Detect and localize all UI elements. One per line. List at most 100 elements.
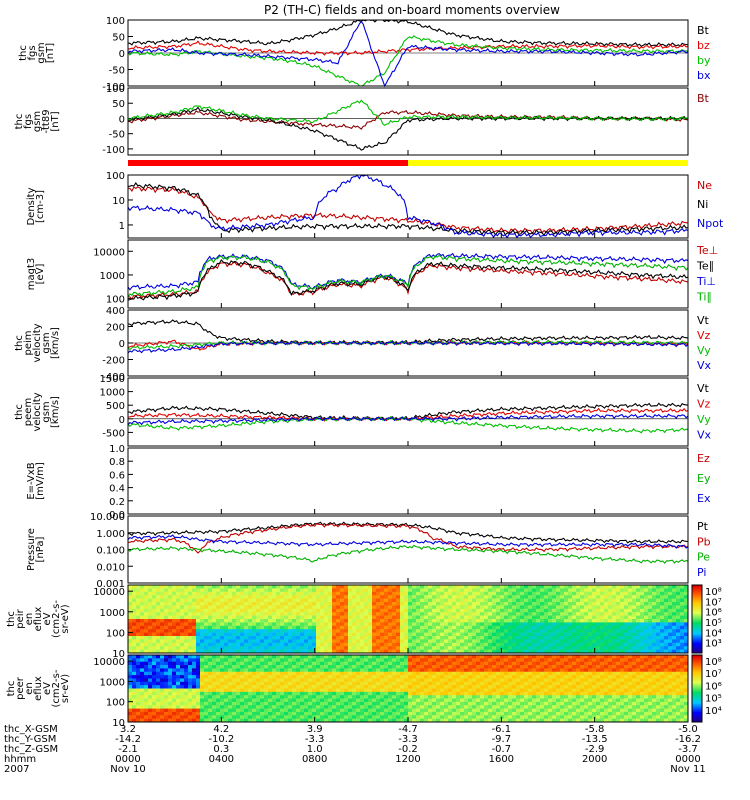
heatmap-cell bbox=[144, 695, 148, 699]
heatmap-cell bbox=[184, 675, 188, 679]
heatmap-cell bbox=[180, 602, 184, 606]
heatmap-cell bbox=[612, 629, 616, 633]
heatmap-cell bbox=[384, 639, 388, 643]
heatmap-cell bbox=[196, 605, 200, 609]
heatmap-cell bbox=[420, 678, 424, 682]
heatmap-cell bbox=[172, 643, 176, 647]
heatmap-cell bbox=[148, 675, 152, 679]
heatmap-cell bbox=[376, 639, 380, 643]
heatmap-cell bbox=[308, 668, 312, 672]
heatmap-cell bbox=[660, 646, 664, 650]
heatmap-cell bbox=[344, 612, 348, 616]
heatmap-cell bbox=[364, 665, 368, 669]
heatmap-cell bbox=[460, 636, 464, 640]
heatmap-cell bbox=[176, 655, 180, 659]
heatmap-cell bbox=[392, 672, 396, 676]
heatmap-cell bbox=[676, 605, 680, 609]
heatmap-cell bbox=[128, 702, 132, 706]
heatmap-cell bbox=[144, 692, 148, 696]
heatmap-cell bbox=[604, 626, 608, 630]
heatmap-cell bbox=[320, 658, 324, 662]
heatmap-cell bbox=[608, 639, 612, 643]
heatmap-cell bbox=[680, 622, 684, 626]
heatmap-cell bbox=[296, 592, 300, 596]
heatmap-cell bbox=[592, 619, 596, 623]
heatmap-cell bbox=[264, 678, 268, 682]
heatmap-cell bbox=[240, 585, 244, 589]
heatmap-cell bbox=[292, 702, 296, 706]
heatmap-cell bbox=[516, 609, 520, 613]
heatmap-cell bbox=[488, 626, 492, 630]
heatmap-cell bbox=[504, 609, 508, 613]
heatmap-cell bbox=[136, 595, 140, 599]
heatmap-cell bbox=[224, 636, 228, 640]
heatmap-cell bbox=[368, 709, 372, 713]
heatmap-cell bbox=[288, 678, 292, 682]
heatmap-cell bbox=[680, 612, 684, 616]
heatmap-cell bbox=[400, 643, 404, 647]
heatmap-cell bbox=[644, 619, 648, 623]
heatmap-cell bbox=[344, 655, 348, 659]
heatmap-cell bbox=[312, 699, 316, 703]
heatmap-cell bbox=[296, 619, 300, 623]
heatmap-cell bbox=[332, 658, 336, 662]
heatmap-cell bbox=[404, 619, 408, 623]
heatmap-cell bbox=[448, 665, 452, 669]
heatmap-cell bbox=[344, 636, 348, 640]
heatmap-cell bbox=[276, 612, 280, 616]
heatmap-cell bbox=[216, 626, 220, 630]
heatmap-cell bbox=[640, 585, 644, 589]
heatmap-cell bbox=[644, 599, 648, 603]
heatmap-cell bbox=[200, 643, 204, 647]
heatmap-cell bbox=[436, 715, 440, 719]
heatmap-cell bbox=[320, 616, 324, 620]
heatmap-cell bbox=[312, 602, 316, 606]
heatmap-cell bbox=[508, 616, 512, 620]
heatmap-cell bbox=[188, 639, 192, 643]
heatmap-cell bbox=[380, 602, 384, 606]
heatmap-cell bbox=[332, 592, 336, 596]
heatmap-cell bbox=[272, 662, 276, 666]
heatmap-cell bbox=[176, 588, 180, 592]
heatmap-cell bbox=[272, 702, 276, 706]
heatmap-cell bbox=[472, 592, 476, 596]
heatmap-cell bbox=[444, 626, 448, 630]
heatmap-cell bbox=[528, 633, 532, 637]
heatmap-cell bbox=[416, 692, 420, 696]
heatmap-cell bbox=[408, 636, 412, 640]
heatmap-cell bbox=[180, 643, 184, 647]
heatmap-cell bbox=[128, 636, 132, 640]
heatmap-cell bbox=[364, 715, 368, 719]
heatmap-cell bbox=[372, 668, 376, 672]
heatmap-cell bbox=[524, 619, 528, 623]
heatmap-cell bbox=[216, 702, 220, 706]
y-tick-label: 0.8 bbox=[109, 457, 125, 468]
heatmap-cell bbox=[324, 655, 328, 659]
heatmap-cell bbox=[348, 588, 352, 592]
heatmap-cell bbox=[316, 616, 320, 620]
heatmap-cell bbox=[468, 702, 472, 706]
heatmap-cell bbox=[424, 643, 428, 647]
heatmap-cell bbox=[476, 655, 480, 659]
heatmap-cell bbox=[640, 646, 644, 650]
heatmap-cell bbox=[492, 668, 496, 672]
heatmap-cell bbox=[596, 639, 600, 643]
heatmap-cell bbox=[528, 622, 532, 626]
heatmap-cell bbox=[280, 695, 284, 699]
heatmap-cell bbox=[304, 585, 308, 589]
heatmap-cell bbox=[328, 629, 332, 633]
heatmap-cell bbox=[260, 689, 264, 693]
heatmap-cell bbox=[464, 678, 468, 682]
heatmap-cell bbox=[232, 612, 236, 616]
heatmap-cell bbox=[444, 633, 448, 637]
heatmap-cell bbox=[456, 592, 460, 596]
heatmap-cell bbox=[608, 609, 612, 613]
heatmap-cell bbox=[436, 705, 440, 709]
heatmap-cell bbox=[232, 643, 236, 647]
heatmap-cell bbox=[612, 602, 616, 606]
heatmap-cell bbox=[212, 646, 216, 650]
heatmap-cell bbox=[160, 655, 164, 659]
heatmap-cell bbox=[668, 616, 672, 620]
heatmap-cell bbox=[656, 629, 660, 633]
heatmap-cell bbox=[428, 643, 432, 647]
